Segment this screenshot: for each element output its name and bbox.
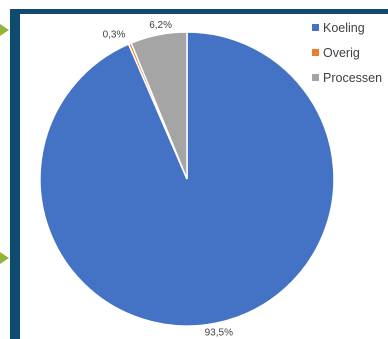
data-label-overig: 0,3%: [103, 29, 126, 40]
pie-data-labels: 93,5% 0,3% 6,2%: [103, 20, 233, 339]
data-label-processen: 6,2%: [149, 20, 172, 31]
pie-slice-processen: [130, 31, 188, 180]
legend-swatch-overig: [312, 49, 319, 56]
legend-label-overig: Overig: [323, 46, 360, 60]
chart-legend: Koeling Overig Processen: [312, 21, 382, 85]
legend-swatch-processen: [312, 74, 319, 81]
legend-label-koeling: Koeling: [323, 21, 365, 35]
legend-swatch-koeling: [312, 24, 319, 31]
data-label-koeling: 93,5%: [205, 328, 233, 339]
legend-label-processen: Processen: [323, 71, 382, 85]
arrow-right-icon: [0, 24, 9, 36]
pie-slices: [39, 31, 335, 327]
arrow-right-icon: [0, 252, 9, 264]
